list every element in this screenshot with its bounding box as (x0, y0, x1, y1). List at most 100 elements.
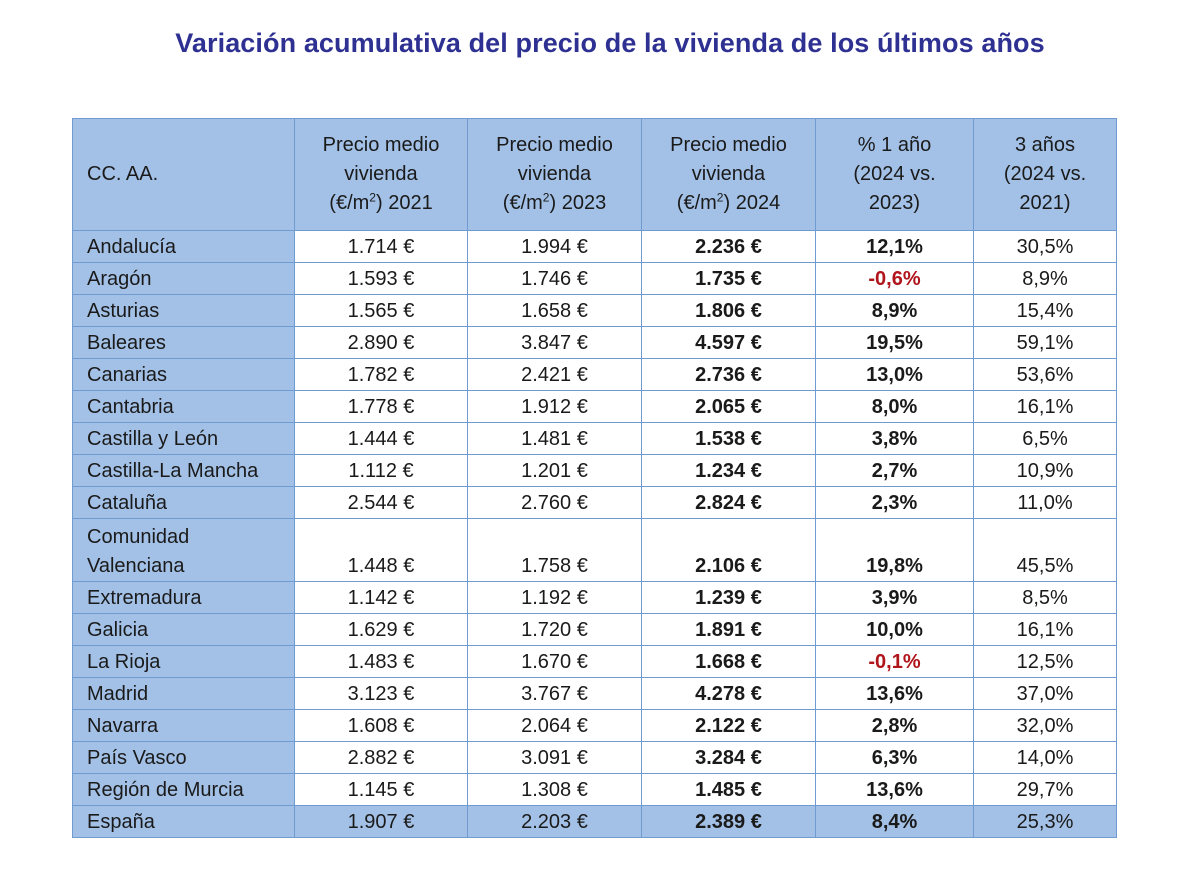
table-row: Madrid 3.123 €3.767 €4.278 €13,6% 37,0% (72, 677, 1117, 710)
price-2021-cell: 1.907 € (294, 805, 468, 838)
table-row: Galicia 1.629 €1.720 €1.891 €10,0% 16,1% (72, 613, 1117, 646)
change-1-year-cell: 6,3% (815, 741, 974, 774)
region-name: Aragón (72, 262, 295, 295)
price-2021-cell: 2.890 € (294, 326, 468, 359)
price-2024-cell: 1.668 € (641, 645, 816, 678)
price-2023-cell: 1.658 € (467, 294, 642, 327)
price-2021-cell: 1.593 € (294, 262, 468, 295)
region-name: La Rioja (72, 645, 295, 678)
price-2021-cell: 1.145 € (294, 773, 468, 806)
change-1-year-cell: 2,8% (815, 709, 974, 742)
change-1-year-cell: 13,6% (815, 677, 974, 710)
price-2021-cell: 1.778 € (294, 390, 468, 423)
region-name: Asturias (72, 294, 295, 327)
change-3-years-cell: 15,4% (973, 294, 1117, 327)
region-name: Extremadura (72, 581, 295, 614)
header-text: 2023) (868, 192, 921, 214)
header-text: 2021) (1019, 192, 1071, 214)
header-text: % 1 año (857, 134, 932, 156)
header-region-label: CC. AA. (87, 163, 159, 185)
change-3-years-cell: 12,5% (973, 645, 1117, 678)
region-name: España (72, 805, 295, 838)
table-row: Baleares 2.890 €3.847 €4.597 €19,5% 59,1% (72, 326, 1117, 359)
price-2023-cell: 2.421 € (467, 358, 642, 391)
header-text: vivienda (691, 163, 766, 185)
price-2023-cell: 1.758 € (467, 518, 642, 582)
change-3-years-cell: 16,1% (973, 613, 1117, 646)
price-2021-cell: 1.629 € (294, 613, 468, 646)
price-2023-cell: 3.767 € (467, 677, 642, 710)
header-change-1-year: % 1 año (2024 vs. 2023) (815, 118, 974, 231)
price-2023-cell: 1.481 € (467, 422, 642, 455)
region-name: Galicia (72, 613, 295, 646)
price-2023-cell: 1.720 € (467, 613, 642, 646)
region-name: Cataluña (72, 486, 295, 519)
price-2024-cell: 1.485 € (641, 773, 816, 806)
price-2024-cell: 1.891 € (641, 613, 816, 646)
table-row: Canarias 1.782 €2.421 €2.736 €13,0% 53,6% (72, 358, 1117, 391)
header-text: (2024 vs. (853, 163, 936, 185)
price-2023-cell: 1.308 € (467, 773, 642, 806)
table-row: Navarra 1.608 €2.064 €2.122 €2,8% 32,0% (72, 709, 1117, 742)
header-row: CC. AA. Precio medio vivienda (€/m2) 202… (72, 118, 1117, 231)
change-3-years-cell: 30,5% (973, 230, 1117, 263)
price-2024-cell: 2.736 € (641, 358, 816, 391)
price-2024-cell: 2.389 € (641, 805, 816, 838)
region-name: Navarra (72, 709, 295, 742)
change-1-year-cell: 13,6% (815, 773, 974, 806)
change-3-years-cell: 45,5% (973, 518, 1117, 582)
region-name-line: Valenciana (87, 555, 185, 577)
change-1-year-cell: 8,9% (815, 294, 974, 327)
table-row: La Rioja 1.483 €1.670 €1.668 € -0,1% 12,5% (72, 645, 1117, 678)
price-2024-cell: 2.236 € (641, 230, 816, 263)
price-2023-cell: 1.746 € (467, 262, 642, 295)
price-2021-cell: 1.608 € (294, 709, 468, 742)
header-price-2021: Precio medio vivienda (€/m2) 2021 (294, 118, 468, 231)
price-2023-cell: 1.670 € (467, 645, 642, 678)
price-2021-cell: 2.882 € (294, 741, 468, 774)
price-2021-cell: 1.112 € (294, 454, 468, 487)
change-3-years-cell: 16,1% (973, 390, 1117, 423)
price-2021-cell: 3.123 € (294, 677, 468, 710)
change-3-years-cell: 8,9% (973, 262, 1117, 295)
change-1-year-cell: 13,0% (815, 358, 974, 391)
price-2024-cell: 1.806 € (641, 294, 816, 327)
table-row-total: España 1.907 €2.203 €2.389 €8,4% 25,3% (72, 805, 1117, 838)
header-text: 3 años (1014, 134, 1076, 156)
change-3-years-cell: 6,5% (973, 422, 1117, 455)
region-name: Región de Murcia (72, 773, 295, 806)
table-row: Asturias 1.565 €1.658 €1.806 €8,9% 15,4% (72, 294, 1117, 327)
price-2024-cell: 4.278 € (641, 677, 816, 710)
table-row: Castilla-La Mancha 1.112 €1.201 €1.234 €2… (72, 454, 1117, 487)
change-1-year-cell: 8,0% (815, 390, 974, 423)
price-2023-cell: 3.847 € (467, 326, 642, 359)
price-2021-cell: 2.544 € (294, 486, 468, 519)
change-1-year-cell: 19,8% (815, 518, 974, 582)
price-2023-cell: 3.091 € (467, 741, 642, 774)
change-3-years-cell: 10,9% (973, 454, 1117, 487)
header-text: vivienda (344, 163, 418, 185)
region-name: Andalucía (72, 230, 295, 263)
change-3-years-cell: 32,0% (973, 709, 1117, 742)
table-row: Andalucía 1.714 €1.994 €2.236 €12,1% 30,5% (72, 230, 1117, 263)
change-3-years-cell: 53,6% (973, 358, 1117, 391)
price-2023-cell: 2.203 € (467, 805, 642, 838)
change-3-years-cell: 8,5% (973, 581, 1117, 614)
region-name: Madrid (72, 677, 295, 710)
price-2024-cell: 1.538 € (641, 422, 816, 455)
change-1-year-cell: 10,0% (815, 613, 974, 646)
price-2021-cell: 1.714 € (294, 230, 468, 263)
change-1-year-cell: 3,8% (815, 422, 974, 455)
price-2023-cell: 1.192 € (467, 581, 642, 614)
region-name: Canarias (72, 358, 295, 391)
change-1-year-cell: 19,5% (815, 326, 974, 359)
header-text: ) 2024 (723, 192, 781, 214)
price-2021-cell: 1.565 € (294, 294, 468, 327)
table-row: Extremadura 1.142 €1.192 €1.239 €3,9% 8,5% (72, 581, 1117, 614)
region-name: País Vasco (72, 741, 295, 774)
change-3-years-cell: 29,7% (973, 773, 1117, 806)
change-3-years-cell: 25,3% (973, 805, 1117, 838)
region-name: Baleares (72, 326, 295, 359)
price-2024-cell: 2.106 € (641, 518, 816, 582)
table-row: Comunidad Valenciana 1.448 €1.758 €2.106 €… (72, 518, 1117, 582)
